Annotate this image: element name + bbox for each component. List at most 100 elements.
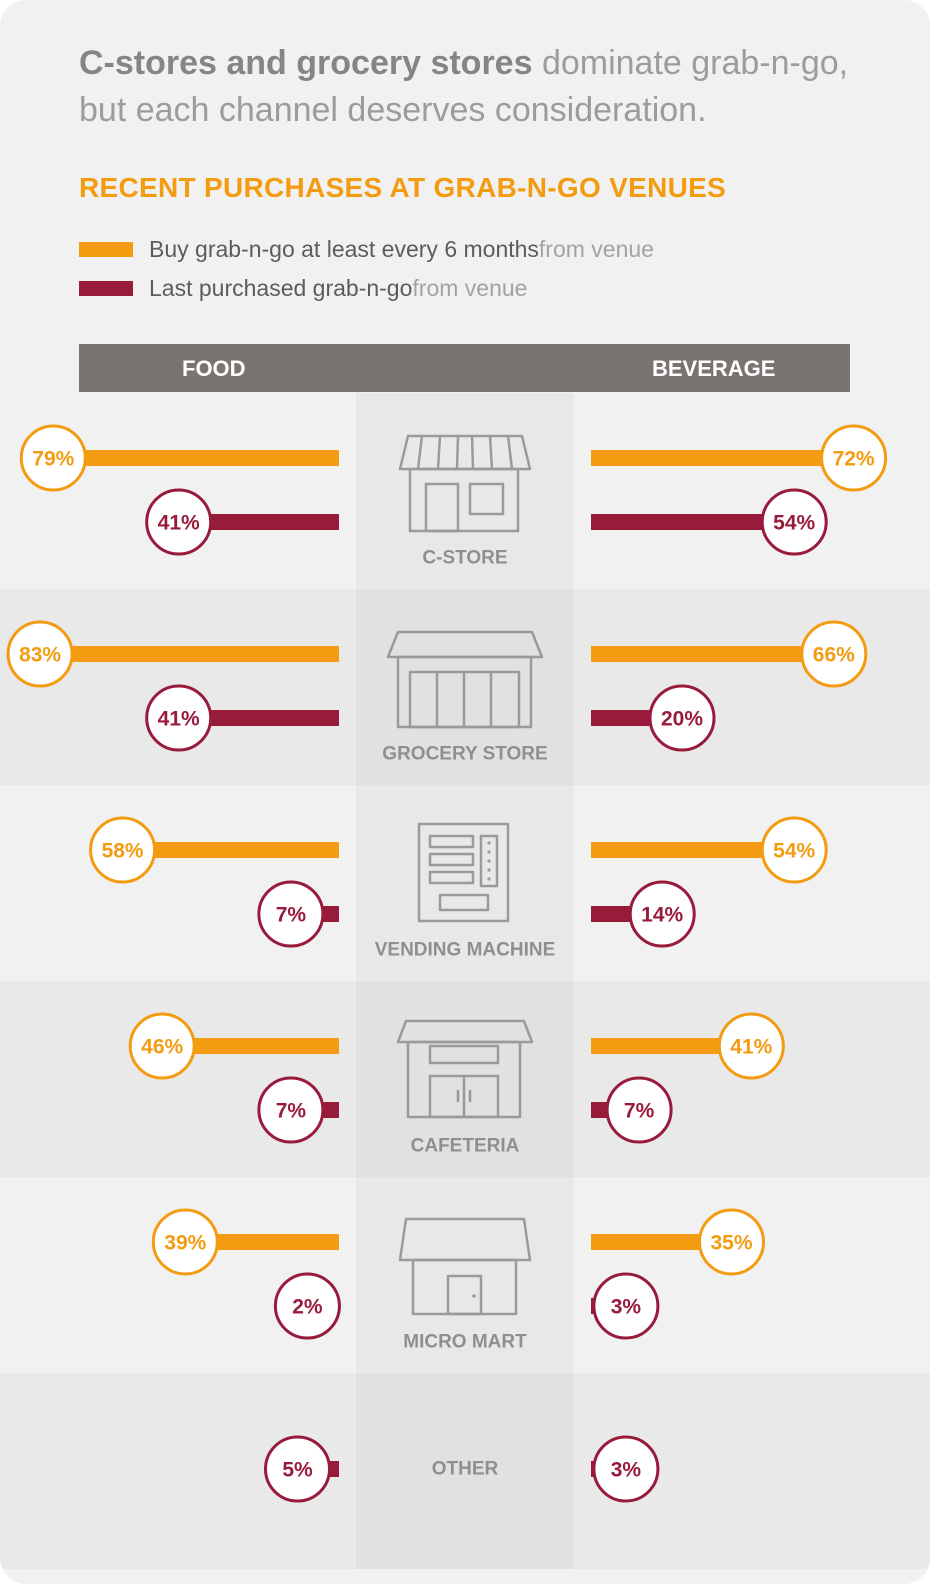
beverage-last-bubble (760, 488, 828, 556)
beverage-last-bar (591, 906, 638, 922)
keypad (479, 834, 499, 888)
food-last-label: 7% (276, 904, 307, 927)
legend-label: Buy grab-n-go at least every 6 months (149, 235, 539, 262)
food-frequent-label: 58% (102, 840, 144, 863)
grocery-store-icon (386, 630, 544, 729)
door (446, 1274, 483, 1316)
food-last-label: 41% (158, 708, 200, 731)
legend-item-frequent: Buy grab-n-go at least every 6 months fr… (79, 234, 654, 264)
headline-bold: C-stores and grocery stores (79, 44, 533, 82)
dispenser (438, 893, 490, 912)
center-band (356, 393, 574, 589)
vending-machine-icon (417, 822, 510, 923)
venue-label: OTHER (432, 1459, 499, 1480)
slot (428, 870, 475, 885)
beverage-frequent-bubble (698, 1208, 765, 1276)
beverage-frequent-bar (591, 450, 829, 466)
beverage-last-bubble (592, 1272, 660, 1340)
beverage-last-bubble (592, 1435, 660, 1503)
food-last-bubble (257, 1076, 325, 1144)
food-frequent-label: 46% (141, 1036, 183, 1059)
beverage-frequent-label: 66% (813, 644, 855, 667)
food-frequent-bubble (89, 816, 157, 884)
food-last-bar (203, 710, 339, 726)
food-frequent-bar (147, 842, 339, 858)
food-frequent-bubble (128, 1012, 196, 1080)
beverage-last-label: 3% (611, 1459, 642, 1482)
headline: C-stores and grocery stores dominate gra… (79, 40, 899, 134)
beverage-frequent-bubble (820, 424, 888, 492)
food-frequent-bar (65, 646, 339, 662)
food-frequent-bar (187, 1038, 339, 1054)
food-last-bar (203, 514, 339, 530)
food-frequent-label: 79% (32, 448, 74, 471)
food-frequent-bubble (6, 620, 74, 688)
beverage-frequent-bubble (717, 1012, 785, 1080)
beverage-frequent-bar (591, 842, 770, 858)
legend-sublabel: from venue (538, 235, 654, 262)
door (424, 482, 460, 533)
venue-label: CAFETERIA (411, 1136, 520, 1157)
slot (428, 852, 475, 867)
food-last-bubble (273, 1272, 341, 1340)
beverage-last-label: 7% (624, 1100, 655, 1123)
beverage-frequent-label: 35% (710, 1232, 752, 1255)
beverage-frequent-bar (591, 646, 809, 662)
beverage-frequent-label: 54% (773, 840, 815, 863)
beverage-last-bubble (605, 1076, 673, 1144)
legend-swatch-orange (79, 241, 133, 257)
food-frequent-label: 39% (164, 1232, 206, 1255)
awning-stripes (416, 435, 514, 470)
food-last-label: 5% (282, 1459, 313, 1482)
food-last-bubble (145, 684, 213, 752)
machine-body (417, 822, 510, 923)
food-frequent-bubble (19, 424, 87, 492)
beverage-frequent-label: 41% (730, 1036, 772, 1059)
legend-sublabel: from venue (412, 274, 528, 301)
beverage-last-bubble (648, 684, 716, 752)
micro-mart-icon (398, 1217, 532, 1316)
slot (428, 834, 475, 849)
front-windows (408, 670, 521, 729)
beverage-column-header: BEVERAGE (652, 356, 776, 381)
beverage-frequent-bubble (800, 620, 868, 688)
key-dot (487, 868, 491, 872)
section-title: RECENT PURCHASES AT GRAB-N-GO VENUES (79, 172, 727, 203)
column-header-bar: FOOD BEVERAGE (79, 344, 850, 392)
center-band (356, 1373, 574, 1569)
key-dot (487, 850, 491, 854)
legend-swatch-maroon (79, 280, 133, 296)
food-last-label: 7% (276, 1100, 307, 1123)
beverage-last-bar (591, 514, 770, 530)
beverage-last-label: 3% (611, 1296, 642, 1319)
food-last-label: 2% (292, 1296, 323, 1319)
beverage-last-bar (591, 710, 657, 726)
beverage-frequent-bar (591, 1234, 707, 1250)
beverage-last-bubble (628, 880, 696, 948)
food-column-header: FOOD (182, 356, 246, 381)
venue-label: GROCERY STORE (382, 744, 547, 765)
key-dot (487, 877, 491, 881)
food-frequent-bar (210, 1234, 339, 1250)
key-dot (487, 859, 491, 863)
venue-label: C-STORE (422, 548, 507, 569)
venue-label: MICRO MART (403, 1332, 527, 1353)
food-last-bubble (264, 1435, 331, 1503)
window (468, 482, 505, 516)
beverage-frequent-bubble (760, 816, 828, 884)
door-knob (472, 1294, 476, 1298)
food-frequent-bubble (151, 1208, 219, 1276)
food-frequent-label: 83% (19, 644, 61, 667)
legend-item-last: Last purchased grab-n-go from venue (79, 273, 527, 303)
food-frequent-bar (78, 450, 340, 466)
beverage-last-label: 20% (661, 708, 703, 731)
food-last-bubble (145, 488, 213, 556)
legend-label: Last purchased grab-n-go (149, 274, 413, 301)
beverage-last-label: 14% (641, 904, 683, 927)
headline-rest: dominate grab-n-go, but each channel des… (79, 44, 849, 129)
door-handles (456, 1076, 472, 1117)
sign (428, 1044, 500, 1065)
store-body (408, 467, 520, 533)
